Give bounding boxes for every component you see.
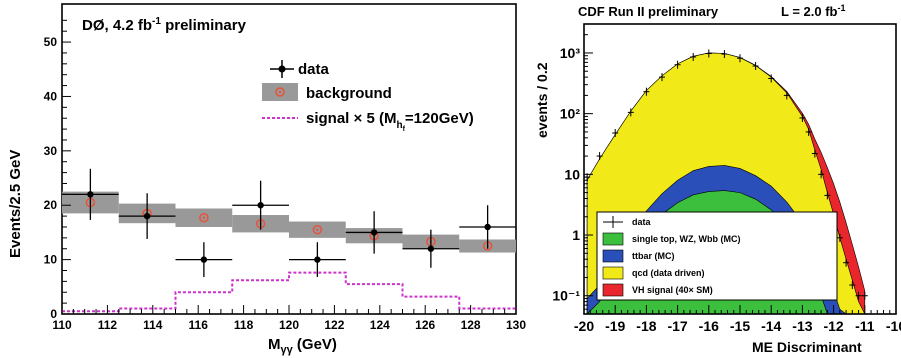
- data-point: [143, 212, 151, 220]
- right-chart: CDF Run II preliminary L = 2.0 fb-1 -20-…: [534, 3, 901, 355]
- right-legend-label: VH signal (40× SM): [632, 285, 713, 295]
- data-point: [370, 229, 378, 236]
- data-point: [257, 202, 264, 209]
- left-axes: 110 112 114 116 118 120 122 124 126 128 130 0 10 20 30…: [44, 19, 526, 332]
- right-x-tick-label: -13: [792, 318, 812, 334]
- right-x-tick-label: -20: [574, 318, 594, 334]
- background-marker: [312, 224, 323, 235]
- right-legend-box: [596, 211, 838, 301]
- right-legend-label: data: [632, 217, 652, 227]
- data-point: [484, 223, 491, 231]
- right-title: CDF Run II preliminary: [578, 4, 719, 19]
- data-point: [427, 245, 435, 252]
- right-legend-swatch: [602, 232, 624, 246]
- right-x-tick-label: -15: [730, 318, 750, 334]
- data-point: [200, 256, 208, 263]
- legend-background-label: background: [306, 85, 392, 102]
- left-title: DØ, 4.2 fb-1 preliminary: [82, 16, 247, 34]
- left-x-tick-label: 118: [234, 318, 254, 332]
- data-point: [87, 191, 94, 198]
- left-x-tick-label: 122: [324, 318, 344, 332]
- signal-step-line: [62, 271, 516, 313]
- left-y-tick-label: 50: [44, 35, 58, 49]
- right-x-tick-label: -17: [667, 318, 687, 334]
- right-legend-label: single top, WZ, Wbb (MC): [632, 234, 740, 244]
- right-x-tick-label: -14: [761, 318, 781, 334]
- background-marker-dot: [316, 228, 319, 231]
- right-legend-swatch: [602, 266, 624, 280]
- right-x-axis-label: ME Discriminant: [752, 339, 862, 355]
- right-y-axis-label: events / 0.2: [534, 62, 550, 138]
- right-y-tick-label: 10: [564, 166, 580, 182]
- left-y-tick-label: 30: [44, 144, 58, 158]
- legend-signal-label: signal × 5 (Mhf=120GeV): [306, 110, 474, 133]
- right-y-tick-label: 10⁻¹: [552, 288, 580, 304]
- left-x-tick-label: 120: [279, 318, 299, 332]
- right-y-tick-label: 10³: [560, 45, 581, 61]
- left-x-tick-label: 110: [52, 318, 72, 332]
- right-legend-swatch: [602, 283, 624, 297]
- right-x-tick-label: -10: [886, 318, 901, 334]
- left-x-tick-label: 130: [506, 318, 526, 332]
- right-axes: -20 -19 -18 -17 -16 -15 -14 -13 -12 -11 -10 10⁻¹ 1 10…: [552, 23, 901, 334]
- left-x-tick-label: 112: [98, 318, 118, 332]
- left-y-tick-label: 0: [50, 307, 57, 321]
- background-marker-dot: [202, 216, 206, 219]
- right-y-tick-label: 1: [572, 227, 580, 243]
- right-legend-label: qcd (data driven): [632, 268, 705, 278]
- right-lumi: L = 2.0 fb-1: [781, 3, 846, 19]
- legend-data-marker: [278, 65, 286, 73]
- right-legend: data single top, WZ, Wbb (MC) ttbar (MC) qc…: [596, 211, 838, 301]
- background-marker: [199, 212, 209, 223]
- left-x-tick-label: 116: [189, 318, 209, 332]
- left-y-axis-label: Events/2.5 GeV: [7, 150, 24, 258]
- left-marks: [62, 168, 516, 313]
- left-x-tick-label: 114: [143, 318, 163, 332]
- left-y-tick-label: 20: [44, 198, 58, 212]
- legend-background-marker: [275, 87, 285, 97]
- left-y-tick-label: 10: [44, 253, 58, 267]
- left-x-axis-label: Mγγ (GeV): [268, 336, 337, 356]
- left-x-tick-label: 128: [461, 318, 481, 332]
- left-plot-frame: [61, 3, 517, 315]
- right-x-tick-label: -19: [605, 318, 625, 334]
- left-chart: DØ, 4.2 fb-1 preliminary data background…: [7, 3, 526, 356]
- left-x-tick-label: 124: [370, 318, 390, 332]
- left-x-tick-label: 126: [415, 318, 435, 332]
- right-x-tick-label: -16: [699, 318, 719, 334]
- right-x-tick-label: -11: [855, 318, 875, 334]
- right-legend-label: ttbar (MC): [632, 251, 675, 261]
- data-point: [314, 256, 321, 263]
- right-y-tick-label: 10²: [560, 106, 581, 122]
- right-legend-swatch: [602, 249, 624, 263]
- legend-data-label: data: [298, 61, 330, 78]
- left-y-tick-label: 40: [44, 89, 58, 103]
- left-legend: data background signal × 5 (Mhf=120GeV): [262, 60, 474, 133]
- legend-background-marker-dot: [278, 90, 282, 94]
- right-x-tick-label: -18: [636, 318, 656, 334]
- right-x-tick-label: -12: [823, 318, 843, 334]
